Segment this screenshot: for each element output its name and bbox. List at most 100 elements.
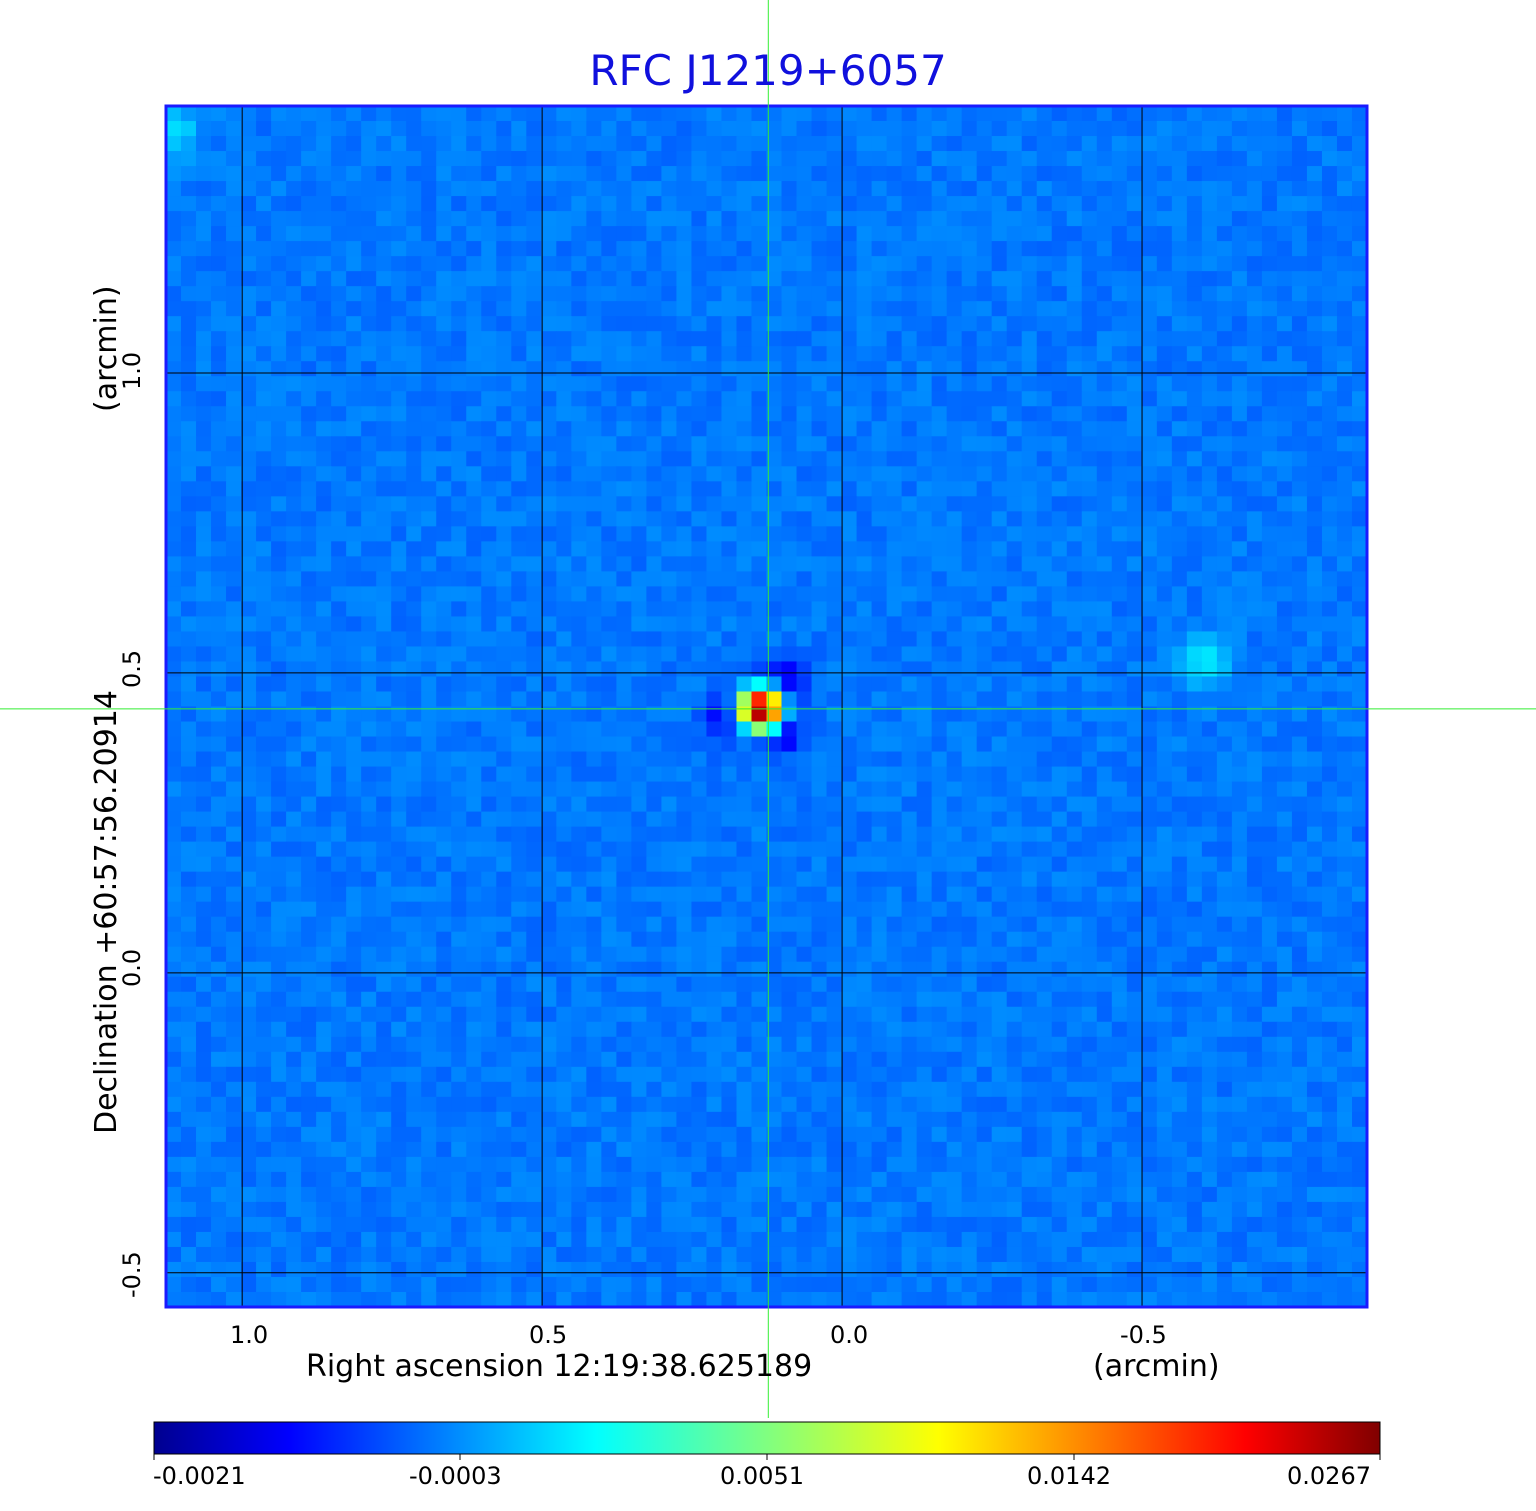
image-pixel <box>1051 1021 1068 1038</box>
image-pixel <box>1036 196 1053 212</box>
image-pixel <box>181 1036 197 1053</box>
image-pixel <box>1261 1021 1278 1038</box>
image-pixel <box>1081 616 1098 633</box>
image-pixel <box>1216 331 1233 347</box>
image-pixel <box>976 106 993 122</box>
image-pixel <box>916 556 933 572</box>
image-pixel <box>1126 241 1143 257</box>
image-pixel <box>556 571 572 587</box>
image-pixel <box>421 691 437 708</box>
image-pixel <box>1021 886 1038 903</box>
image-pixel <box>316 271 332 287</box>
image-pixel <box>301 301 317 317</box>
image-pixel <box>1111 631 1128 648</box>
image-pixel <box>1171 286 1188 302</box>
image-pixel <box>646 721 663 738</box>
image-pixel <box>1321 991 1338 1008</box>
image-pixel <box>1351 181 1367 197</box>
image-pixel <box>1351 586 1367 603</box>
image-pixel <box>256 466 272 482</box>
image-pixel <box>226 691 242 708</box>
image-pixel <box>766 646 783 663</box>
image-pixel <box>556 946 572 963</box>
image-pixel <box>331 976 347 993</box>
image-pixel <box>946 631 963 648</box>
image-pixel <box>241 496 257 512</box>
image-pixel <box>211 256 227 272</box>
image-pixel <box>226 211 242 227</box>
image-pixel <box>331 1006 347 1023</box>
image-pixel <box>556 511 572 527</box>
image-pixel <box>691 376 708 392</box>
image-pixel <box>751 811 768 828</box>
image-pixel <box>1156 871 1173 888</box>
image-pixel <box>646 181 663 197</box>
image-pixel <box>1201 121 1218 137</box>
image-pixel <box>1021 361 1038 377</box>
image-pixel <box>601 331 617 347</box>
image-pixel <box>766 796 783 813</box>
image-pixel <box>391 991 407 1008</box>
image-pixel <box>241 511 257 527</box>
image-pixel <box>211 106 227 122</box>
image-pixel <box>1051 781 1068 798</box>
image-pixel <box>1291 451 1308 467</box>
image-pixel <box>1126 766 1143 783</box>
image-pixel <box>1216 436 1233 452</box>
image-pixel <box>1306 541 1323 557</box>
image-pixel <box>556 256 572 272</box>
image-pixel <box>1321 226 1338 242</box>
image-pixel <box>391 976 407 993</box>
image-pixel <box>1096 766 1113 783</box>
image-pixel <box>1306 631 1323 648</box>
image-pixel <box>256 631 272 648</box>
image-pixel <box>616 871 632 888</box>
image-pixel <box>1081 691 1098 708</box>
image-pixel <box>811 691 828 708</box>
image-pixel <box>406 271 422 287</box>
image-pixel <box>1246 526 1263 542</box>
image-pixel <box>961 181 978 197</box>
image-pixel <box>331 661 347 678</box>
image-pixel <box>811 571 828 587</box>
image-pixel <box>331 871 347 888</box>
image-pixel <box>1171 541 1188 557</box>
image-pixel <box>781 436 798 452</box>
image-pixel <box>301 196 317 212</box>
image-pixel <box>736 181 753 197</box>
image-pixel <box>1276 1021 1293 1038</box>
image-pixel <box>1066 271 1083 287</box>
image-pixel <box>646 226 663 242</box>
image-pixel <box>1171 751 1188 768</box>
image-pixel <box>361 841 377 858</box>
image-pixel <box>1201 916 1218 933</box>
image-pixel <box>841 136 858 152</box>
image-pixel <box>1096 556 1113 572</box>
image-pixel <box>466 466 482 482</box>
image-pixel <box>706 751 723 768</box>
image-pixel <box>1261 646 1278 663</box>
image-pixel <box>886 301 903 317</box>
image-pixel <box>811 871 828 888</box>
image-pixel <box>676 871 693 888</box>
image-pixel <box>421 811 437 828</box>
image-pixel <box>226 511 242 527</box>
image-pixel <box>196 226 212 242</box>
image-pixel <box>166 796 182 813</box>
image-pixel <box>1156 151 1173 167</box>
image-pixel <box>226 106 242 122</box>
image-pixel <box>406 196 422 212</box>
image-pixel <box>841 421 858 437</box>
image-pixel <box>1111 766 1128 783</box>
image-pixel <box>1261 571 1278 587</box>
image-pixel <box>1051 751 1068 768</box>
image-pixel <box>1081 571 1098 587</box>
image-pixel <box>1126 751 1143 768</box>
image-pixel <box>226 826 242 843</box>
image-pixel <box>1201 166 1218 182</box>
image-pixel <box>1096 541 1113 557</box>
image-pixel <box>196 991 212 1008</box>
image-pixel <box>1261 526 1278 542</box>
image-pixel <box>1066 301 1083 317</box>
image-pixel <box>1156 541 1173 557</box>
